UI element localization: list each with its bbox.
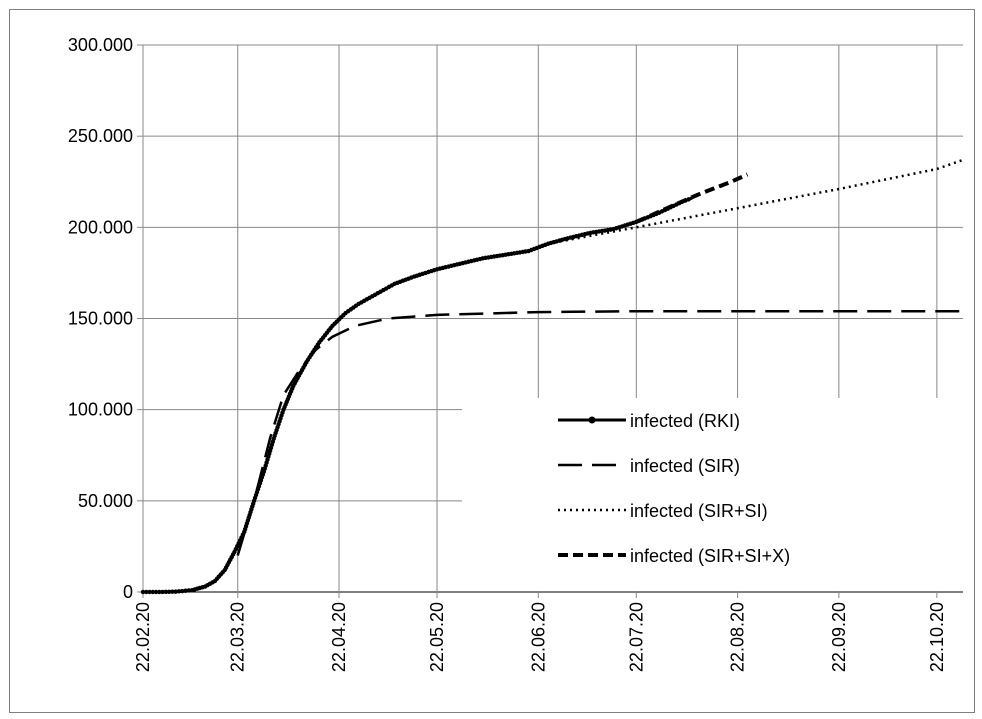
data-point bbox=[180, 588, 185, 594]
data-point bbox=[166, 589, 172, 594]
data-point bbox=[183, 588, 188, 593]
x-tick-label: 22.05.20 bbox=[427, 602, 447, 672]
data-point bbox=[176, 589, 182, 594]
legend-label-4: infected (SIR+SI+X) bbox=[630, 546, 790, 566]
legend-box bbox=[462, 398, 963, 591]
series-line-2 bbox=[236, 309, 963, 556]
data-point bbox=[173, 589, 178, 594]
legend: infected (RKI) infected (SIR) infected (SI… bbox=[462, 398, 963, 591]
y-tick-label: 150.000 bbox=[68, 309, 133, 329]
data-point bbox=[163, 589, 169, 595]
data-point bbox=[153, 589, 159, 595]
x-tick-label: 22.04.20 bbox=[329, 602, 349, 672]
x-tick-label: 22.10.20 bbox=[927, 602, 947, 672]
y-axis-tick-labels: 0 50.000 100.000 150.000 200.000 250.000 300.0… bbox=[68, 35, 133, 602]
x-tick-label: 22.03.20 bbox=[228, 602, 248, 672]
y-tick-label: 0 bbox=[123, 582, 133, 602]
x-tick-label: 22.08.20 bbox=[728, 602, 748, 672]
data-point bbox=[157, 589, 162, 595]
x-tick-label: 22.06.20 bbox=[528, 602, 548, 672]
legend-label-2: infected (SIR) bbox=[630, 456, 740, 476]
data-point bbox=[140, 589, 146, 595]
data-point bbox=[144, 589, 149, 595]
legend-label-3: infected (SIR+SI) bbox=[630, 501, 768, 521]
data-point bbox=[186, 588, 191, 593]
data-point bbox=[150, 589, 156, 595]
chart-frame bbox=[9, 9, 975, 713]
x-tick-label: 22.07.20 bbox=[626, 602, 646, 672]
y-tick-label: 100.000 bbox=[68, 400, 133, 420]
data-point bbox=[686, 197, 691, 202]
data-point bbox=[147, 589, 152, 595]
x-tick-label: 22.09.20 bbox=[829, 602, 849, 672]
y-tick-label: 200.000 bbox=[68, 217, 133, 237]
y-tick-label: 250.000 bbox=[68, 126, 133, 146]
y-tick-label: 300.000 bbox=[68, 35, 133, 55]
legend-marker bbox=[588, 416, 596, 424]
data-point bbox=[160, 589, 165, 595]
legend-label-1: infected (RKI) bbox=[630, 411, 740, 431]
y-tick-label: 50.000 bbox=[78, 491, 133, 511]
series-line-4 bbox=[635, 172, 749, 224]
x-axis-tick-labels: 22.02.20 22.03.20 22.04.20 22.05.20 22.06.20… bbox=[133, 602, 947, 672]
series-lines bbox=[140, 158, 964, 595]
data-point bbox=[170, 589, 175, 594]
x-tick-label: 22.02.20 bbox=[133, 602, 153, 672]
